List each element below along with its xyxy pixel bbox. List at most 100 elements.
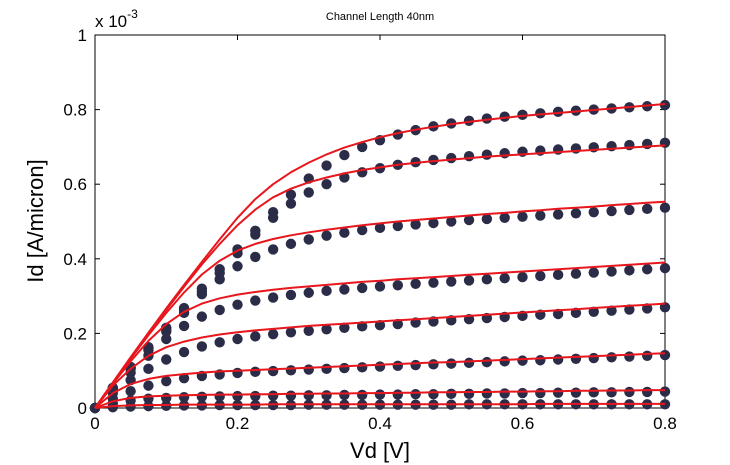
plot-area [94,34,666,409]
x-tick-label-3: 0.6 [511,414,535,433]
measured-point [161,375,172,387]
model-curve-5 [94,200,666,409]
measured-point [499,212,510,223]
measured-point [428,277,439,288]
measured-point [285,289,297,301]
measured-point [410,219,421,230]
measured-point [303,187,314,198]
measured-point [232,333,243,345]
measured-point [552,269,564,281]
measured-point [659,386,671,397]
measured-point [463,115,475,126]
measured-point [250,251,261,263]
measured-point [267,365,279,377]
measured-point [428,359,439,370]
measured-point [428,154,439,166]
measured-point [267,244,279,255]
y-tick-label-3: 0.6 [63,175,87,194]
measured-curve-4 [89,262,671,414]
measured-point [214,264,225,275]
measured-point [570,268,582,279]
measured-point [214,391,225,402]
measured-point [428,388,439,400]
measured-point [196,341,208,352]
measured-point [481,388,493,399]
measured-point [641,386,653,398]
chart-title: Channel Length 40nm [326,11,434,23]
measured-point [446,358,457,369]
measured-point [517,271,528,283]
measured-point [321,363,332,375]
measured-point [552,354,564,365]
measured-point [499,111,510,122]
measured-point [125,386,136,397]
measured-point [517,109,528,121]
y-tick-label-1: 0.2 [63,324,87,343]
measured-point [250,295,261,306]
measured-point [535,108,546,119]
measured-point [588,267,599,278]
measured-point [463,357,475,369]
measured-point [303,325,314,336]
measured-point [178,346,190,358]
measured-point [446,152,457,164]
measured-point [535,270,546,282]
measured-point [481,113,493,124]
measured-point [178,372,190,384]
model-curve-1 [94,389,665,409]
measured-point [641,264,653,275]
measured-point [321,285,332,297]
measured-point [356,282,368,294]
measured-point [214,337,225,348]
x-tick-label-0: 0 [90,414,99,433]
measured-point [285,189,297,200]
measured-point [143,393,154,404]
measured-point [321,179,332,190]
measured-point [606,205,617,217]
measured-point [517,355,528,366]
measured-point [232,390,243,402]
y-tick-label-4: 0.8 [63,101,87,120]
measured-point [356,141,368,153]
measured-point [356,224,368,236]
measured-point [285,390,297,401]
measured-point [374,361,386,372]
measured-point [356,362,368,373]
measured-point [481,274,493,285]
measured-point [570,387,582,398]
measured-point [339,322,350,334]
measured-point [446,216,457,227]
measured-point [499,356,510,367]
measured-point [659,202,671,213]
measured-point [446,276,457,287]
measured-point [392,389,404,400]
measured-point [161,322,172,334]
measured-point [535,210,546,221]
measured-point [517,387,528,399]
measured-point [606,352,617,363]
measured-point [285,238,297,250]
measured-point [624,265,635,276]
measured-point [143,380,154,391]
measured-point [481,356,493,368]
x-tick-label-1: 0.2 [226,414,250,433]
measured-point [499,148,510,159]
model-lines [94,103,666,409]
measured-point [374,222,386,234]
measured-point [214,304,225,316]
model-curve-0 [94,402,665,409]
measured-point [659,99,671,111]
measured-point [339,284,350,295]
model-curve-4 [94,261,666,409]
measured-point [321,324,332,335]
measured-point [463,388,475,400]
measured-point [303,390,314,401]
measured-point [161,333,172,345]
x-tick-label-2: 0.4 [368,414,392,433]
measured-point [499,388,510,399]
data-series [89,99,671,414]
measured-point [463,275,475,286]
measured-point [285,327,297,338]
measured-point [552,106,564,118]
